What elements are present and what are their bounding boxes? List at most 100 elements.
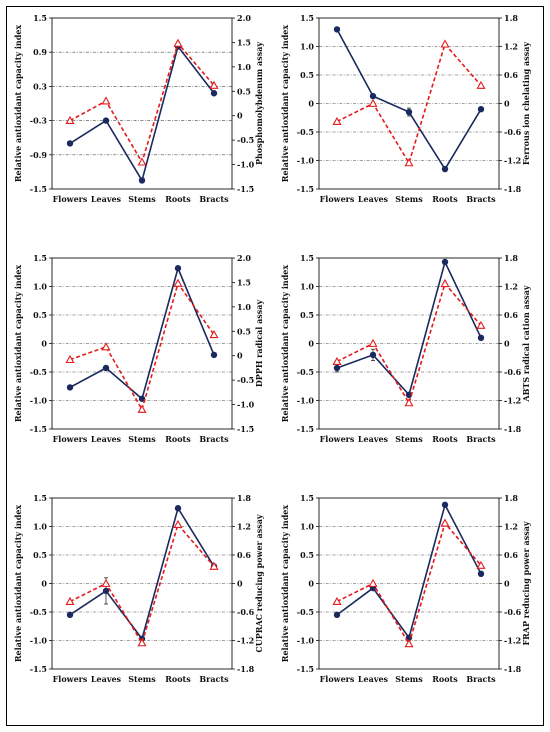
x-tick-label: Bracts [199,674,229,684]
data-point-triangle [209,80,219,89]
right-tick-label: 0 [504,99,510,109]
y-axis-label: Relative antioxidant capacity index [280,265,290,423]
left-tick-label: -1.5 [30,184,47,194]
data-point-triangle [440,278,450,288]
left-tick-label: -0.5 [297,367,314,377]
left-tick-label: 0.5 [33,550,47,560]
data-point-circle [333,26,341,33]
data-point-circle [441,165,449,173]
left-tick-label: -0.5 [30,367,47,377]
left-tick-label: -1.0 [297,156,315,166]
left-tick-label: 1.5 [300,253,314,263]
right-tick-label: -1.2 [237,636,254,646]
data-point-triangle [404,398,414,407]
plot-area [51,17,233,190]
data-point-circle [369,92,377,100]
data-point-triangle [137,404,147,413]
data-point-circle [138,395,146,402]
y-axis-label: Relative antioxidant capacity index [13,25,23,183]
left-tick-label: 0.5 [33,310,47,320]
y-axis-label: Relative antioxidant capacity index [280,25,290,183]
right-tick-label: -1.8 [504,664,522,674]
x-tick-label: Roots [165,434,191,444]
data-point-triangle [440,518,450,527]
right-tick-label: 2.0 [237,253,251,263]
x-tick-label: Bracts [466,434,496,444]
right-tick-label: 1.2 [237,522,251,532]
left-tick-label: 1.5 [33,13,47,23]
y2-axis-label: Ferrous ion chelating assay [521,42,531,165]
y-axis-label: Relative antioxidant capacity index [13,265,23,423]
series-line-index [69,506,215,641]
right-tick-label: 0 [504,579,510,589]
right-tick-label: -0.6 [504,607,522,617]
x-tick-label: Stems [128,194,156,204]
left-tick-label: -1.5 [297,424,314,434]
left-tick-label: -0.3 [30,116,48,126]
right-tick-label: 1.8 [237,493,251,503]
left-tick-label: -1.5 [30,664,47,674]
right-tick-label: 0.6 [504,310,518,320]
x-tick-label: Bracts [466,674,496,684]
data-point-triangle [209,329,219,339]
data-point-triangle [101,342,111,351]
data-point-circle [405,108,413,116]
data-point-triangle [209,561,219,570]
chart-panel-3: -1.5 -1.0 -0.5 0 0.5 1.0 1.5 -1.5 -1.0 -0.5 0 0.5 1.… [13,253,264,444]
right-tick-label: -0.5 [237,375,254,385]
right-tick-label: -1.5 [237,424,254,434]
x-tick-label: Roots [432,674,458,684]
left-tick-label: 0.3 [33,81,47,91]
data-point-circle [102,117,110,124]
left-tick-label: 1.5 [300,13,314,23]
data-point-triangle [368,338,378,347]
data-point-circle [477,570,485,578]
data-point-triangle [65,596,75,605]
y2-axis-label: ABTS radical cation assay [521,285,531,402]
data-point-triangle [476,80,486,89]
left-tick-label: -1.5 [297,184,314,194]
right-tick-label: 0.6 [237,550,251,560]
data-point-triangle [332,116,342,125]
x-tick-label: Roots [165,194,191,204]
data-point-circle [66,611,74,619]
left-tick-label: -0.5 [297,607,314,617]
data-point-circle [66,384,74,391]
left-tick-label: 1.0 [300,42,314,52]
series-line-index [336,29,482,171]
left-tick-label: 0.5 [300,70,314,80]
right-tick-label: 1.2 [504,282,518,292]
data-point-circle [477,106,485,113]
left-tick-label: 1.0 [33,282,47,292]
data-point-triangle [404,158,414,167]
x-tick-label: Roots [432,194,458,204]
right-tick-label: -1.0 [237,400,255,410]
series-line-index [336,502,482,640]
left-tick-label: 1.0 [300,522,314,532]
series-line-assay [69,281,215,412]
right-tick-label: 0.5 [237,86,251,96]
series-line-assay [336,42,482,165]
left-tick-label: 0 [308,99,314,109]
data-point-triangle [173,38,183,47]
x-tick-label: Stems [395,194,423,204]
right-tick-label: 0 [237,579,243,589]
x-tick-label: Flowers [53,434,88,444]
x-tick-label: Stems [395,674,423,684]
y2-axis-label: Phosphomolybdenum assay [254,42,264,165]
x-tick-label: Bracts [199,434,229,444]
left-tick-label: 0.5 [300,310,314,320]
right-tick-label: 0.5 [237,326,251,336]
left-tick-label: 0.5 [300,550,314,560]
left-tick-label: 1.5 [300,493,314,503]
right-tick-label: -0.5 [237,135,254,145]
data-point-triangle [137,157,147,166]
y-axis-label: Relative antioxidant capacity index [280,505,290,663]
data-point-circle [210,351,218,359]
left-tick-label: -1.0 [30,636,48,646]
data-point-circle [138,177,146,184]
right-tick-label: -0.6 [237,607,255,617]
data-point-triangle [476,560,486,569]
left-tick-label: -1.0 [30,396,48,406]
y2-axis-label: CUPRAC reducing power assay [254,514,264,652]
